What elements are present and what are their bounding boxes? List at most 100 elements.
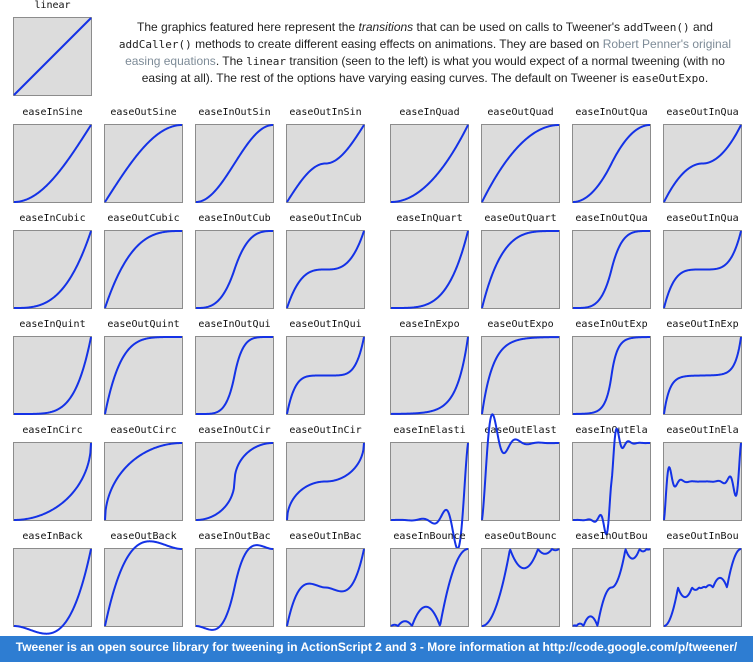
curve-graphic xyxy=(390,548,469,627)
transition-label: easeOutQuint xyxy=(96,319,191,331)
easing-curve xyxy=(287,125,364,202)
transition-plot xyxy=(195,336,274,415)
transition-label: easeOutBounc xyxy=(473,531,568,543)
easing-curve xyxy=(14,18,91,95)
easing-curve xyxy=(14,337,91,414)
easing-curve xyxy=(664,231,741,308)
transition-plot xyxy=(663,442,742,521)
transition-label: easeInOutCub xyxy=(187,213,282,225)
curve-graphic xyxy=(13,124,92,203)
transition-label: easeInElasti xyxy=(382,425,477,437)
easing-curve xyxy=(287,549,364,626)
transition-label: easeOutInQua xyxy=(655,213,750,225)
curve-graphic xyxy=(286,124,365,203)
easing-curve xyxy=(391,337,468,414)
transition-plot xyxy=(195,230,274,309)
curve-graphic xyxy=(572,442,651,521)
easing-curve xyxy=(573,337,650,414)
transition-label: easeOutInBac xyxy=(278,531,373,543)
transition-plot xyxy=(13,230,92,309)
curve-graphic xyxy=(195,124,274,203)
curve-graphic xyxy=(663,442,742,521)
easing-curve xyxy=(196,545,273,630)
transition-plot xyxy=(195,548,274,627)
transition-label: easeInCubic xyxy=(5,213,100,225)
code-add-tween: addTween() xyxy=(623,21,689,34)
transition-plot xyxy=(286,548,365,627)
easing-curve xyxy=(105,541,182,626)
transition-label: easeInBack xyxy=(5,531,100,543)
transition-label: easeOutInQua xyxy=(655,107,750,119)
transition-plot xyxy=(663,230,742,309)
footer-banner[interactable]: Tweener is an open source library for tw… xyxy=(0,636,753,662)
curve-graphic xyxy=(13,17,92,96)
curve-graphic xyxy=(286,548,365,627)
curve-graphic xyxy=(481,230,560,309)
curve-graphic xyxy=(13,548,92,627)
transition-plot xyxy=(195,442,274,521)
curve-graphic xyxy=(390,124,469,203)
easing-curve xyxy=(287,231,364,308)
transition-label: easeOutCirc xyxy=(96,425,191,437)
curve-graphic xyxy=(104,548,183,627)
curve-graphic xyxy=(104,230,183,309)
easing-curve xyxy=(391,549,468,626)
transition-plot xyxy=(572,548,651,627)
transition-plot xyxy=(195,124,274,203)
transition-label: easeInSine xyxy=(5,107,100,119)
curve-graphic xyxy=(286,230,365,309)
easing-curve xyxy=(391,125,468,202)
transition-plot xyxy=(481,336,560,415)
easing-curve xyxy=(196,337,273,414)
transition-label: easeInOutQua xyxy=(564,213,659,225)
easing-curve xyxy=(14,549,91,634)
curve-graphic xyxy=(481,548,560,627)
easing-curve xyxy=(482,549,559,626)
curve-graphic xyxy=(13,230,92,309)
curve-graphic xyxy=(13,336,92,415)
transition-label: easeOutInCub xyxy=(278,213,373,225)
easing-curve xyxy=(664,549,741,626)
transition-plot xyxy=(286,336,365,415)
curve-graphic xyxy=(195,336,274,415)
transition-plot xyxy=(390,230,469,309)
easing-curve xyxy=(573,231,650,308)
easing-curve xyxy=(573,125,650,202)
code-linear: linear xyxy=(246,55,286,68)
transition-plot xyxy=(104,548,183,627)
transition-label: easeInOutCir xyxy=(187,425,282,437)
curve-graphic xyxy=(481,124,560,203)
transition-label: easeOutInEla xyxy=(655,425,750,437)
transition-label: easeOutQuart xyxy=(473,213,568,225)
curve-graphic xyxy=(390,442,469,521)
curve-graphic xyxy=(663,230,742,309)
transition-plot xyxy=(663,124,742,203)
transition-plot xyxy=(390,336,469,415)
easing-curve xyxy=(573,429,650,535)
curve-graphic xyxy=(663,548,742,627)
transition-plot xyxy=(104,230,183,309)
curve-graphic xyxy=(663,336,742,415)
curve-graphic xyxy=(104,124,183,203)
easing-curve xyxy=(664,337,741,414)
transition-plot xyxy=(13,548,92,627)
transition-label: easeInOutBou xyxy=(564,531,659,543)
transition-plot xyxy=(104,124,183,203)
transition-plot xyxy=(572,124,651,203)
transition-label: easeInOutQui xyxy=(187,319,282,331)
transition-plot xyxy=(663,336,742,415)
easing-curve xyxy=(196,125,273,202)
curve-graphic xyxy=(572,548,651,627)
transition-label: easeInQuint xyxy=(5,319,100,331)
easing-curve xyxy=(14,231,91,308)
transition-label: easeOutInSin xyxy=(278,107,373,119)
curve-graphic xyxy=(663,124,742,203)
curve-graphic xyxy=(195,548,274,627)
easing-curve xyxy=(482,125,559,202)
transition-label: easeInOutExp xyxy=(564,319,659,331)
transition-label: easeOutQuad xyxy=(473,107,568,119)
easing-curve xyxy=(482,337,559,414)
easing-curve xyxy=(664,125,741,202)
easing-curve xyxy=(105,337,182,414)
transition-label: easeOutElast xyxy=(473,425,568,437)
